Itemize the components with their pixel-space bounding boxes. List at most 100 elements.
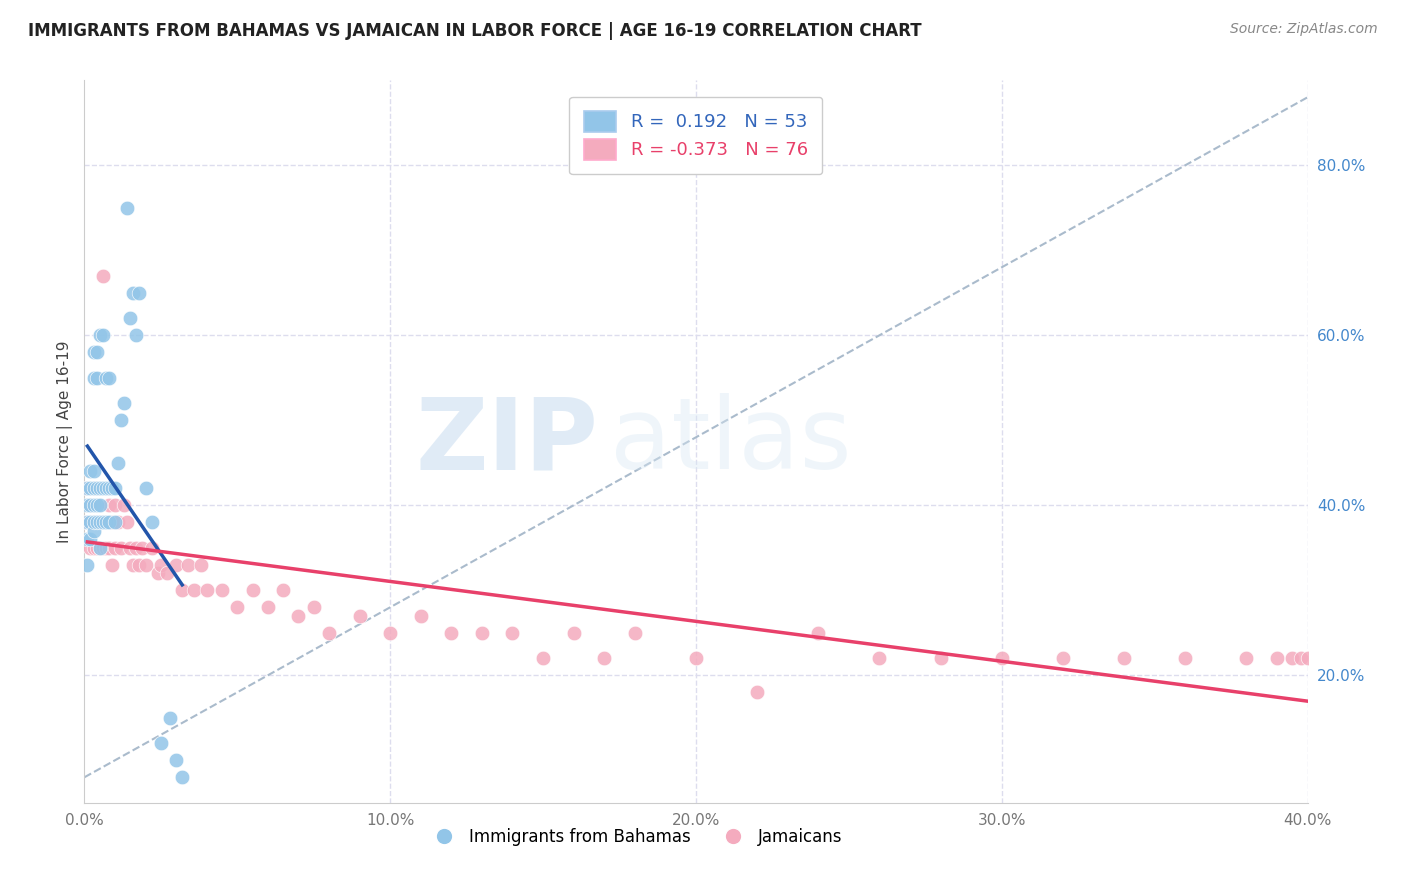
Point bbox=[79, 541, 101, 555]
Point bbox=[76, 558, 98, 572]
Point bbox=[128, 558, 150, 572]
Point bbox=[89, 498, 111, 512]
Point bbox=[89, 328, 111, 343]
Point bbox=[97, 498, 120, 512]
Text: atlas: atlas bbox=[610, 393, 852, 490]
Point bbox=[195, 583, 218, 598]
Point bbox=[79, 498, 101, 512]
Point bbox=[104, 498, 127, 512]
Point bbox=[287, 608, 309, 623]
Point bbox=[141, 541, 163, 555]
Legend: Immigrants from Bahamas, Jamaicans: Immigrants from Bahamas, Jamaicans bbox=[420, 821, 849, 852]
Point bbox=[190, 558, 212, 572]
Point bbox=[271, 583, 294, 598]
Point bbox=[97, 541, 120, 555]
Point bbox=[79, 481, 101, 495]
Point bbox=[76, 498, 98, 512]
Point bbox=[172, 583, 194, 598]
Point bbox=[94, 516, 117, 530]
Point bbox=[685, 651, 707, 665]
Point bbox=[94, 541, 117, 555]
Y-axis label: In Labor Force | Age 16-19: In Labor Force | Age 16-19 bbox=[58, 340, 73, 543]
Point bbox=[131, 541, 153, 555]
Point bbox=[183, 583, 205, 598]
Point bbox=[94, 371, 117, 385]
Point bbox=[76, 516, 98, 530]
Point bbox=[86, 541, 108, 555]
Point bbox=[94, 481, 117, 495]
Point bbox=[86, 481, 108, 495]
Point bbox=[257, 600, 280, 615]
Point bbox=[91, 268, 114, 283]
Point bbox=[79, 533, 101, 547]
Point bbox=[149, 558, 172, 572]
Point bbox=[115, 516, 138, 530]
Point bbox=[110, 541, 132, 555]
Point bbox=[97, 481, 120, 495]
Point bbox=[89, 541, 111, 555]
Text: IMMIGRANTS FROM BAHAMAS VS JAMAICAN IN LABOR FORCE | AGE 16-19 CORRELATION CHART: IMMIGRANTS FROM BAHAMAS VS JAMAICAN IN L… bbox=[28, 22, 922, 40]
Point bbox=[79, 516, 101, 530]
Point bbox=[172, 770, 194, 784]
Point bbox=[94, 516, 117, 530]
Point bbox=[76, 481, 98, 495]
Point bbox=[242, 583, 264, 598]
Point bbox=[624, 625, 647, 640]
Point bbox=[177, 558, 200, 572]
Point bbox=[76, 533, 98, 547]
Point bbox=[562, 625, 585, 640]
Point bbox=[104, 516, 127, 530]
Point bbox=[91, 328, 114, 343]
Point bbox=[409, 608, 432, 623]
Point bbox=[135, 481, 157, 495]
Point bbox=[1114, 651, 1136, 665]
Point bbox=[122, 285, 145, 300]
Point bbox=[104, 541, 127, 555]
Point bbox=[83, 481, 105, 495]
Point bbox=[1296, 651, 1319, 665]
Point bbox=[107, 516, 129, 530]
Point bbox=[110, 413, 132, 427]
Point bbox=[156, 566, 179, 581]
Point bbox=[89, 516, 111, 530]
Point bbox=[101, 481, 124, 495]
Point bbox=[1052, 651, 1074, 665]
Point bbox=[83, 371, 105, 385]
Point bbox=[89, 481, 111, 495]
Point bbox=[128, 285, 150, 300]
Point bbox=[471, 625, 494, 640]
Point bbox=[141, 516, 163, 530]
Point bbox=[502, 625, 524, 640]
Point bbox=[211, 583, 233, 598]
Point bbox=[115, 201, 138, 215]
Point bbox=[1265, 651, 1288, 665]
Point bbox=[125, 541, 148, 555]
Point bbox=[76, 481, 98, 495]
Point bbox=[83, 345, 105, 359]
Point bbox=[112, 498, 135, 512]
Point bbox=[86, 516, 108, 530]
Point bbox=[91, 516, 114, 530]
Point bbox=[97, 516, 120, 530]
Text: Source: ZipAtlas.com: Source: ZipAtlas.com bbox=[1230, 22, 1378, 37]
Point bbox=[226, 600, 249, 615]
Point bbox=[146, 566, 169, 581]
Point bbox=[83, 481, 105, 495]
Point bbox=[593, 651, 616, 665]
Point bbox=[76, 516, 98, 530]
Point bbox=[89, 481, 111, 495]
Point bbox=[349, 608, 371, 623]
Point bbox=[79, 498, 101, 512]
Point bbox=[531, 651, 554, 665]
Point bbox=[86, 345, 108, 359]
Point bbox=[83, 516, 105, 530]
Point bbox=[159, 711, 181, 725]
Point bbox=[89, 541, 111, 555]
Point bbox=[747, 685, 769, 699]
Point bbox=[1291, 651, 1313, 665]
Point bbox=[104, 481, 127, 495]
Point bbox=[149, 736, 172, 750]
Point bbox=[83, 498, 105, 512]
Point bbox=[125, 328, 148, 343]
Point bbox=[83, 541, 105, 555]
